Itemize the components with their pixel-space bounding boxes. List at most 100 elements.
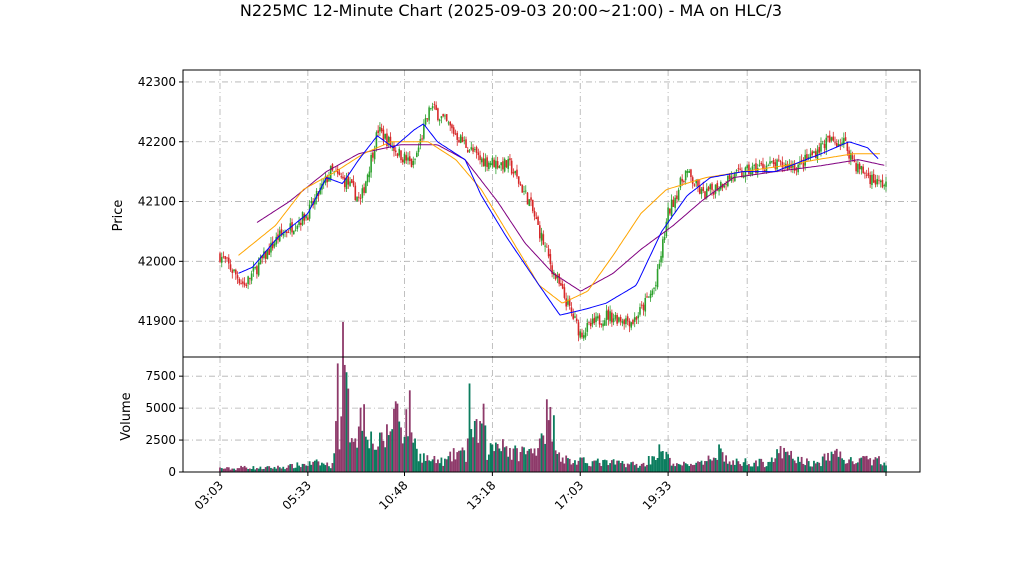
candle-body	[551, 265, 553, 275]
volume-bar	[349, 442, 351, 472]
volume-bar	[864, 456, 866, 472]
candle-body	[474, 149, 476, 151]
volume-bar	[530, 448, 532, 472]
volume-bar	[417, 461, 420, 472]
volume-bar	[393, 408, 395, 472]
volume-bar	[389, 431, 392, 472]
candle-body	[792, 165, 794, 168]
volume-bar	[776, 449, 778, 472]
candle-body	[220, 257, 223, 263]
volume-bar	[839, 451, 842, 472]
candle-body	[823, 143, 826, 149]
ma-mid-line	[238, 141, 880, 304]
volume-bar	[837, 456, 840, 472]
candle-body	[375, 132, 378, 149]
volume-bar	[834, 450, 836, 472]
volume-bar	[593, 460, 596, 472]
candle-body	[758, 164, 761, 166]
candle-body	[294, 229, 297, 231]
volume-bar	[718, 444, 720, 472]
candle-body	[554, 274, 557, 280]
volume-bar	[672, 463, 675, 472]
candle-body	[466, 150, 469, 153]
candle-body	[417, 147, 420, 153]
candle-body	[271, 241, 274, 249]
candle-body	[503, 158, 506, 172]
volume-bar	[394, 401, 397, 472]
candle-body	[352, 181, 355, 186]
candle-body	[270, 242, 272, 253]
volume-bar	[456, 452, 459, 472]
candle-body	[229, 264, 232, 270]
candle-body	[308, 204, 311, 219]
candle-body	[542, 234, 545, 245]
volume-bar	[398, 421, 401, 472]
candle-body	[266, 249, 269, 259]
candle-body	[319, 187, 321, 194]
volume-bar	[498, 448, 501, 472]
volume-bar	[823, 453, 826, 472]
volume-bar	[444, 458, 446, 472]
volume-bar	[602, 460, 604, 472]
candle-body	[347, 176, 350, 185]
candle-body	[600, 323, 603, 325]
volume-bar	[516, 448, 518, 472]
candle-body	[400, 150, 402, 161]
volume-bar	[830, 451, 833, 472]
volume-bar	[233, 468, 235, 472]
candle-body	[772, 159, 775, 164]
volume-bar	[496, 443, 499, 472]
volume-bar	[716, 459, 719, 472]
volume-bar	[343, 364, 346, 472]
volume-bar	[479, 421, 481, 472]
volume-bar	[665, 451, 668, 472]
candle-body	[676, 195, 678, 200]
volume-bar	[751, 466, 754, 472]
candle-body	[739, 168, 741, 170]
price-ytick-label: 42300	[138, 75, 176, 89]
volume-bar	[695, 462, 698, 472]
volume-bar	[656, 457, 659, 472]
candle-body	[809, 153, 812, 158]
candle-body	[433, 103, 436, 105]
volume-bar	[277, 465, 279, 472]
candle-body	[524, 190, 527, 192]
volume-bar	[719, 448, 722, 472]
volume-bar	[438, 463, 441, 472]
candle-body	[779, 161, 782, 162]
candle-body	[366, 174, 369, 183]
candle-body	[832, 136, 835, 141]
volume-bar	[477, 442, 480, 472]
candle-body	[762, 163, 764, 169]
volume-bar	[767, 461, 770, 472]
volume-bar	[524, 454, 527, 472]
volume-bar	[635, 463, 638, 472]
volume-bar	[519, 452, 522, 472]
volume-bar	[820, 466, 822, 472]
volume-bar	[658, 444, 661, 472]
candle-body	[818, 147, 821, 153]
candle-body	[637, 315, 640, 319]
volume-bar	[361, 430, 364, 472]
volume-bar	[849, 457, 852, 472]
volume-bar	[352, 441, 355, 472]
volume-bar	[844, 463, 847, 472]
candle-body	[670, 199, 673, 216]
volume-bar	[493, 451, 496, 472]
candle-body	[649, 293, 652, 299]
volume-bar	[489, 443, 492, 472]
volume-bar	[681, 465, 684, 472]
candle-body	[821, 143, 824, 145]
candle-body	[707, 187, 710, 191]
price-ytick-label: 42100	[138, 195, 176, 209]
candle-body	[778, 159, 780, 161]
volume-bar	[466, 438, 469, 472]
volume-bar	[872, 459, 875, 472]
candle-body	[556, 275, 559, 279]
volume-bar	[552, 415, 555, 472]
candle-body	[291, 222, 293, 233]
candle-body	[574, 316, 576, 318]
candle-body	[398, 148, 401, 156]
volume-bar	[391, 429, 394, 472]
